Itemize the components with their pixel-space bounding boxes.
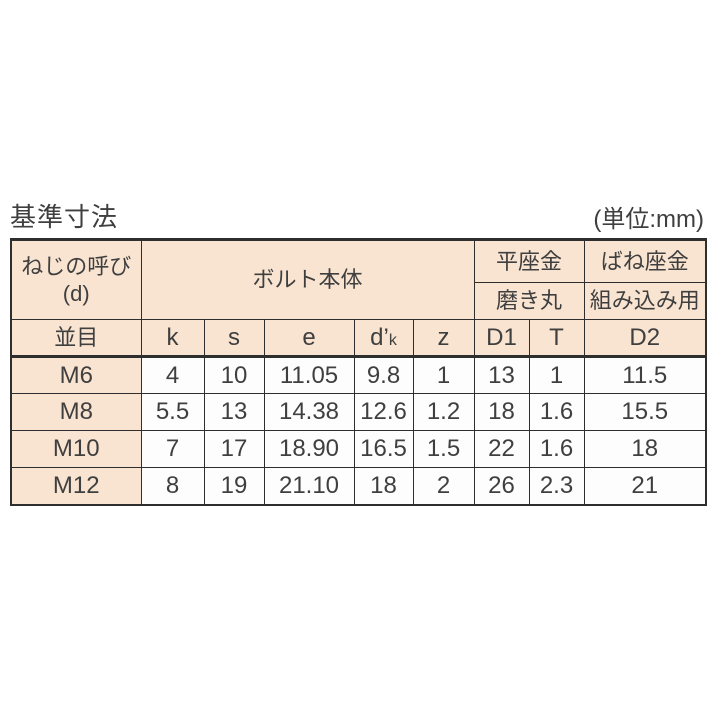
cell-t: 1.6 bbox=[528, 393, 585, 431]
cell-k: 4 bbox=[140, 356, 205, 394]
cell-s: 19 bbox=[203, 467, 265, 505]
header-bolt-body: ボルト本体 bbox=[140, 239, 475, 320]
table-row-m8: M8 5.5 13 14.38 12.6 1.2 18 1.6 15.5 bbox=[10, 393, 707, 431]
cell-t: 1.6 bbox=[528, 430, 585, 468]
cell-e: 11.05 bbox=[263, 356, 355, 394]
cell-z: 1.5 bbox=[412, 430, 475, 468]
cell-dk: 18 bbox=[353, 467, 414, 505]
header-assembly-use: 組み込み用 bbox=[583, 282, 707, 320]
column-header-s: s bbox=[203, 319, 265, 358]
cell-d2: 11.5 bbox=[583, 356, 707, 394]
cell-d2: 15.5 bbox=[583, 393, 707, 431]
cell-e: 21.10 bbox=[263, 467, 355, 505]
cell-z: 2 bbox=[412, 467, 475, 505]
table-row-m12: M12 8 19 21.10 18 2 26 2.3 21 bbox=[10, 467, 707, 505]
column-header-dk: d’k bbox=[353, 319, 414, 358]
cell-z: 1 bbox=[412, 356, 475, 394]
row-label: M12 bbox=[10, 467, 142, 505]
cell-s: 13 bbox=[203, 393, 265, 431]
header-spring-washer: ばね座金 bbox=[583, 239, 707, 283]
cell-e: 18.90 bbox=[263, 430, 355, 468]
cell-dk: 12.6 bbox=[353, 393, 414, 431]
cell-k: 8 bbox=[140, 467, 205, 505]
unit-label: (単位:mm) bbox=[593, 206, 704, 233]
cell-d1: 18 bbox=[473, 393, 530, 431]
dimensions-table: ねじの呼び (d) ボルト本体 平座金 ばね座金 磨き丸 組み込み用 並目 k … bbox=[10, 238, 708, 506]
cell-t: 1 bbox=[528, 356, 585, 394]
cell-d1: 26 bbox=[473, 467, 530, 505]
column-header-e: e bbox=[263, 319, 355, 358]
column-header-z: z bbox=[412, 319, 475, 358]
column-header-dk-sub: k bbox=[388, 331, 397, 349]
header-flat-washer: 平座金 bbox=[473, 239, 585, 283]
header-band: 基準寸法 (単位:mm) bbox=[10, 197, 704, 234]
row-label: M8 bbox=[10, 393, 142, 431]
cell-dk: 16.5 bbox=[353, 430, 414, 468]
cell-d2: 21 bbox=[583, 467, 707, 505]
table-row-m10: M10 7 17 18.90 16.5 1.5 22 1.6 18 bbox=[10, 430, 707, 468]
column-header-k: k bbox=[140, 319, 205, 358]
header-screw-designation-line2: (d) bbox=[62, 281, 90, 306]
cell-k: 5.5 bbox=[140, 393, 205, 431]
column-header-d1: D1 bbox=[473, 319, 530, 358]
table-row-m6: M6 4 10 11.05 9.8 1 13 1 11.5 bbox=[10, 356, 707, 394]
cell-dk: 9.8 bbox=[353, 356, 414, 394]
header-polished-round: 磨き丸 bbox=[473, 282, 585, 320]
header-coarse-thread: 並目 bbox=[10, 319, 142, 358]
cell-d2: 18 bbox=[583, 430, 707, 468]
header-screw-designation-line1: ねじの呼び bbox=[21, 253, 132, 279]
column-header-d2: D2 bbox=[583, 319, 707, 358]
cell-s: 17 bbox=[203, 430, 265, 468]
cell-e: 14.38 bbox=[263, 393, 355, 431]
cell-d1: 22 bbox=[473, 430, 530, 468]
header-screw-designation: ねじの呼び (d) bbox=[10, 239, 142, 320]
row-label: M10 bbox=[10, 430, 142, 468]
cell-z: 1.2 bbox=[412, 393, 475, 431]
cell-s: 10 bbox=[203, 356, 265, 394]
row-label: M6 bbox=[10, 356, 142, 394]
cell-k: 7 bbox=[140, 430, 205, 468]
column-header-dk-main: d’ bbox=[370, 323, 389, 351]
page-title: 基準寸法 bbox=[10, 202, 119, 232]
column-header-t: T bbox=[528, 319, 585, 358]
cell-d1: 13 bbox=[473, 356, 530, 394]
cell-t: 2.3 bbox=[528, 467, 585, 505]
